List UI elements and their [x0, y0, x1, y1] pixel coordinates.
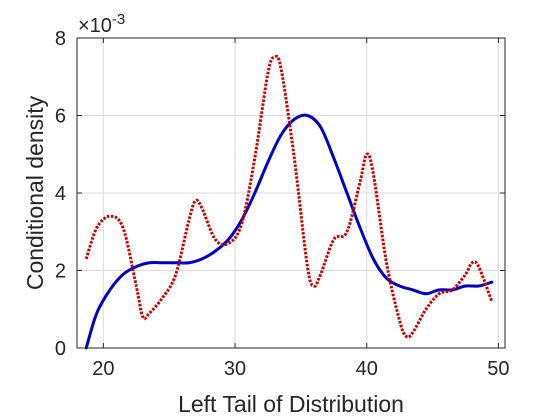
- y-tick-label: 8: [55, 28, 66, 50]
- series-layer: [84, 54, 494, 350]
- series-line-dotted: [84, 54, 494, 339]
- y-axis-label: Conditional density: [22, 95, 48, 290]
- tick-labels: 20 30 40 50 0 2 4 6 8: [55, 28, 510, 380]
- series-line-solid: [84, 113, 494, 350]
- ticks: [77, 37, 505, 349]
- y-tick-label: 0: [55, 338, 66, 360]
- x-tick-label: 30: [224, 358, 246, 380]
- y-exponent-label: ×10-3: [78, 11, 125, 37]
- y-tick-label: 6: [55, 106, 66, 128]
- y-tick-label: 4: [55, 183, 66, 205]
- x-tick-label: 20: [92, 358, 114, 380]
- x-tick-label: 40: [356, 358, 378, 380]
- y-tick-label: 2: [55, 261, 66, 283]
- grid: [77, 37, 505, 349]
- x-tick-label: 50: [487, 358, 509, 380]
- x-axis-label: Left Tail of Distribution: [178, 391, 404, 417]
